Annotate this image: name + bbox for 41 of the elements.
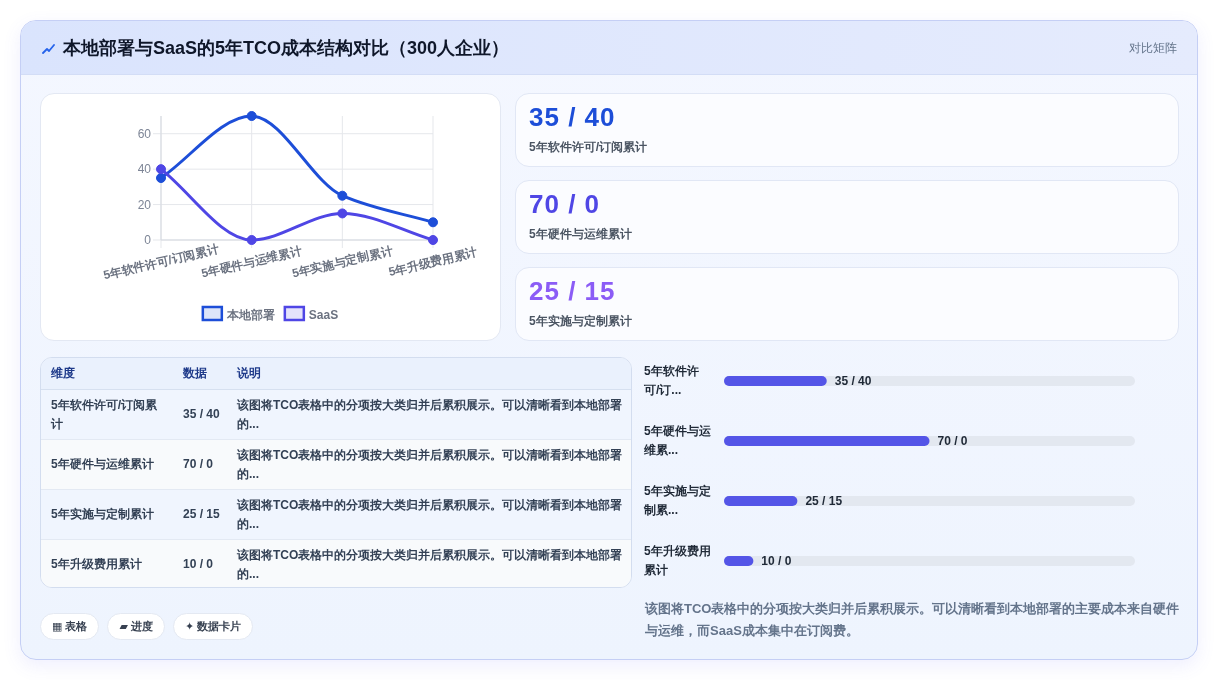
text: 5年实施与定制累计 (51, 507, 154, 521)
y-tick-label: 5年实施与定制累... (644, 483, 712, 519)
y-tick-label: 20 (137, 197, 152, 212)
text: 35 / 40 (183, 407, 220, 421)
category-label: 说明 (227, 358, 631, 390)
y-tick-label: 40 (137, 162, 152, 177)
text: 本地部署与SaaS的5年TCO成本结构对比（300人企业） (63, 37, 510, 60)
text: 10 / 0 (183, 557, 214, 571)
text: 70 / 0 (183, 457, 214, 471)
text: 该图将TCO表格中的分项按大类归并后累积展示。可以清晰看到本地部署的... (237, 497, 623, 531)
text: 70 / 0 (529, 189, 601, 219)
text: 25 / 15 (529, 276, 616, 306)
text: 5年软件许可/订阅累计 (51, 397, 158, 431)
text: ✦ 数据卡片 (172, 613, 254, 640)
text: 5年升级费用累计 (51, 557, 142, 571)
legend-label: SaaS (308, 308, 339, 322)
category-label: 5年软件许可/订阅累计 (529, 140, 648, 154)
text: 35 / 40 (529, 102, 616, 132)
data-label: 35 / 40 (834, 372, 872, 390)
text: 该图将TCO表格中的分项按大类归并后累积展示。可以清晰看到本地部署的... (237, 397, 623, 431)
text: ▰ 进度 (107, 613, 165, 640)
text: 该图将TCO表格中的分项按大类归并后累积展示。可以清晰看到本地部署的... (237, 447, 623, 481)
category-label: 5年实施与定制累计 (529, 314, 632, 328)
y-tick-label: 5年升级费用累计 (644, 543, 712, 579)
text: 5年硬件与运维累计 (51, 457, 154, 471)
text: 25 / 15 (183, 507, 220, 521)
legend-label: 本地部署 (225, 308, 275, 322)
category-label: 维度 (41, 358, 173, 390)
text: ▦ 表格 (40, 613, 100, 640)
y-tick-label: 0 (144, 233, 152, 247)
data-label: 10 / 0 (761, 552, 792, 570)
y-tick-label: 5年软件许可/订... (644, 363, 700, 399)
category-label: 5年硬件与运维累计 (529, 227, 632, 241)
text: 对比矩阵 (1129, 40, 1177, 57)
text: 该图将TCO表格中的分项按大类归并后累积展示。可以清晰看到本地部署的... (237, 547, 623, 581)
y-tick-label: 5年硬件与运维累... (644, 423, 712, 459)
category-label: 数据 (173, 358, 227, 390)
data-label: 25 / 15 (805, 492, 843, 510)
text: 该图将TCO表格中的分项按大类归并后累积展示。可以清晰看到本地部署的主要成本来自硬件与运维，而SaaS成本集中在订阅费。 (645, 600, 1181, 640)
y-tick-label: 60 (137, 126, 152, 141)
data-label: 70 / 0 (937, 432, 968, 450)
